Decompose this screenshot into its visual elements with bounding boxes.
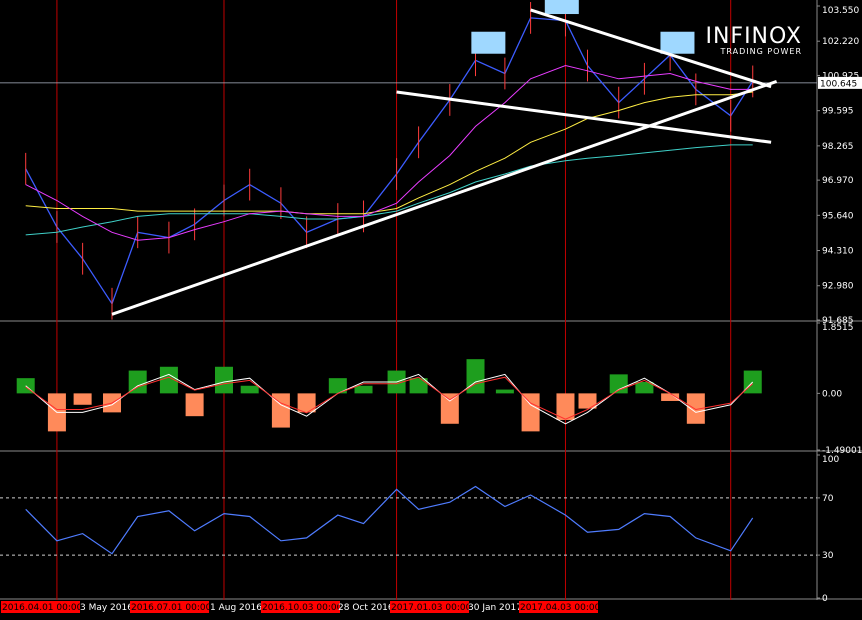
price-panel [0, 0, 817, 320]
price-tick-label: 94.310 [822, 247, 854, 257]
macd-histogram-bar [328, 378, 347, 394]
macd-line [25, 376, 754, 420]
current-price-label: 100.645 [820, 79, 857, 89]
macd-histogram-bar [185, 393, 204, 417]
highlight-box [471, 31, 506, 54]
x-axis-date-label: 2016.07.01 00:00 [131, 603, 212, 613]
ma-short-line [25, 64, 753, 241]
x-axis-date-label: 2017.04.03 00:00 [520, 603, 601, 613]
rsi-line [25, 485, 754, 555]
macd-histogram-bar [354, 385, 373, 394]
ma-long-line [25, 144, 753, 236]
ma-mid-line [25, 91, 753, 215]
macd-histogram-bar [214, 366, 233, 394]
highlight-box [544, 0, 579, 15]
macd-histogram-bar [635, 381, 654, 394]
trendline [396, 90, 772, 144]
price-tick-label: 102.220 [822, 37, 859, 47]
x-axis-date-label: 28 Oct 2016 [338, 603, 394, 613]
macd-histogram-bar [240, 385, 259, 394]
macd-histogram-bar [297, 393, 316, 413]
period-separator-lines [56, 0, 732, 600]
price-tick-label: 100.925 [822, 71, 859, 81]
x-axis-date-label: 2016.04.01 00:00 [2, 603, 83, 613]
price-tick-label: 95.640 [822, 211, 854, 221]
date-highlight-box [390, 601, 469, 613]
y-axis: 103.550 102.220 100.925 99.595 98.265 96.970 9… [817, 5, 862, 604]
macd-histogram-bar [743, 370, 762, 394]
x-axis-date-label: 2017.01.03 00:00 [391, 603, 472, 613]
macd-histogram-bar [578, 393, 597, 409]
date-highlight-box [130, 601, 209, 613]
macd-signal-line [25, 373, 754, 425]
price-tick-label: 98.265 [822, 142, 854, 152]
price-tick-label: 103.550 [822, 6, 859, 16]
macd-histogram-bar [440, 393, 459, 424]
trendline [111, 80, 778, 316]
macd-tick-label: 0.00 [822, 389, 842, 399]
brand-logo: INFINOX TRADING POWER [690, 24, 802, 56]
rsi-tick-label: 70 [822, 494, 834, 504]
rsi-tick-label: 0 [822, 594, 828, 604]
rsi-panel [0, 485, 817, 556]
x-axis-date-label: 2016.10.03 00:00 [262, 603, 343, 613]
macd-histogram-bar [521, 393, 540, 432]
macd-histogram-bar [128, 370, 147, 394]
macd-histogram-bar [73, 393, 92, 405]
price-tick-label: 99.595 [822, 107, 854, 117]
macd-histogram-bar [271, 393, 290, 428]
macd-histogram-bar [409, 378, 428, 394]
price-tick-label: 92.980 [822, 282, 854, 292]
macd-histogram-bar [556, 393, 575, 420]
macd-panel [16, 359, 762, 432]
highlight-box [660, 31, 695, 54]
price-tick-label: 96.970 [822, 176, 854, 186]
date-highlight-box [261, 601, 340, 613]
brand-name: INFINOX [705, 24, 802, 49]
trendline [530, 8, 772, 89]
x-axis-date-label: 1 Aug 2016 [210, 603, 262, 613]
macd-histogram-bar [466, 359, 485, 394]
macd-histogram-bar [686, 393, 705, 424]
date-highlight-box [519, 601, 598, 613]
brand-tagline: TRADING POWER [720, 47, 802, 56]
current-price-box [818, 76, 862, 89]
macd-tick-label: 1.8515 [822, 323, 854, 333]
rsi-tick-label: 100 [822, 455, 839, 465]
date-highlight-box [1, 601, 80, 613]
x-axis-date-label: 3 May 2016 [80, 603, 133, 613]
price-tick-label: 91.685 [822, 316, 854, 326]
macd-histogram-bar [661, 393, 680, 401]
macd-tick-label: -1.49001 [822, 446, 862, 456]
rsi-tick-label: 30 [822, 551, 834, 561]
macd-histogram-bar [495, 389, 514, 394]
x-axis-date-label: 30 Jan 2017 [468, 603, 522, 613]
macd-histogram-bar [159, 366, 178, 394]
